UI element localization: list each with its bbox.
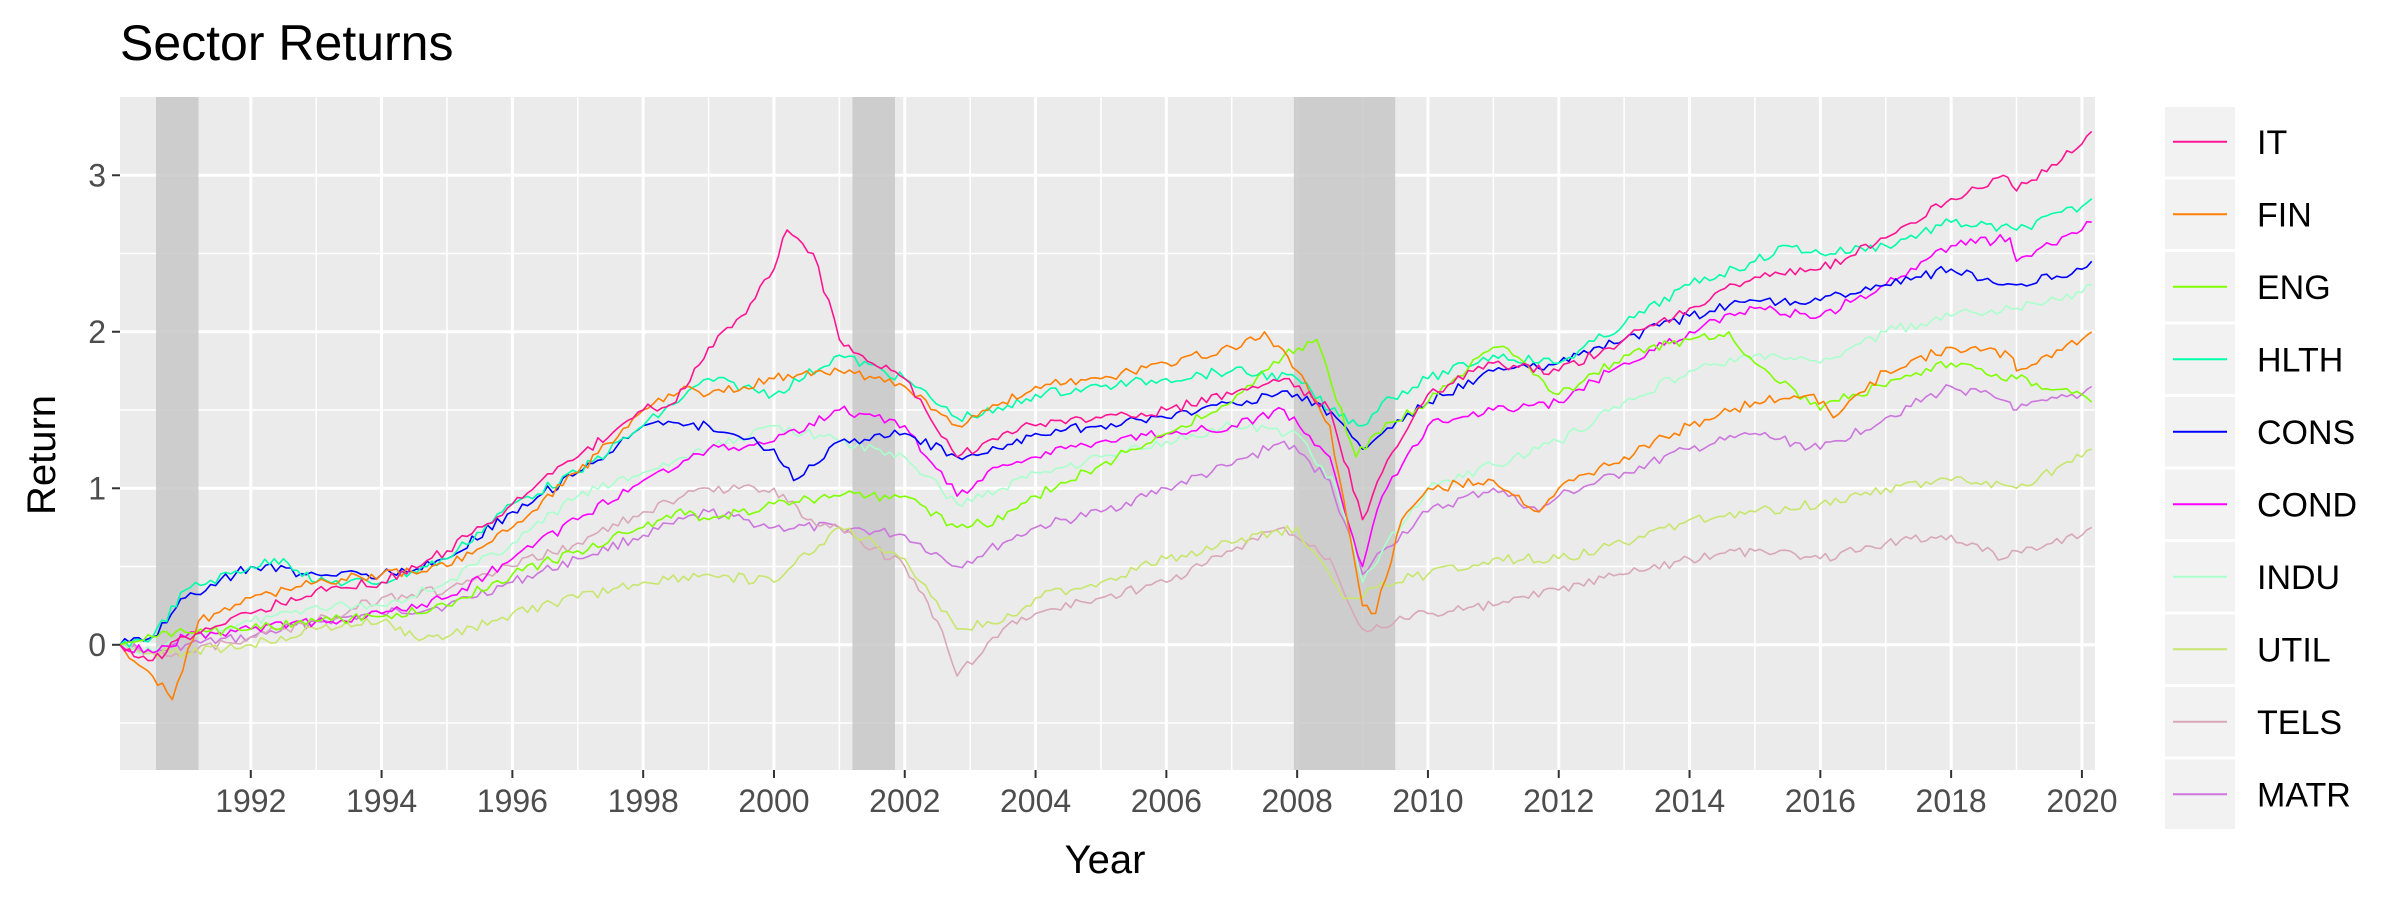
recession-band — [852, 97, 895, 770]
x-axis-title: Year — [1065, 838, 1146, 882]
x-tick-label: 2018 — [1916, 783, 1987, 819]
series-line-matr — [119, 384, 2093, 656]
series-line-fin — [119, 331, 2093, 701]
y-tick-label: 1 — [88, 470, 106, 506]
series-line-indu — [119, 284, 2092, 655]
x-tick-label: 2010 — [1392, 783, 1463, 819]
legend: IT FIN ENG HLTH CONS COND INDU UTIL TELS MATR — [2165, 107, 2357, 829]
y-tick-label: 3 — [88, 157, 106, 193]
x-tick-label: 2020 — [2046, 783, 2117, 819]
legend-label-cond: COND — [2257, 486, 2357, 524]
legend-label-cons: CONS — [2257, 414, 2355, 452]
legend-label-fin: FIN — [2257, 196, 2312, 234]
legend-label-eng: ENG — [2257, 269, 2331, 307]
x-tick-label: 2016 — [1785, 783, 1856, 819]
x-tick-label: 1994 — [346, 783, 417, 819]
recession-band — [155, 97, 199, 770]
series-line-util — [119, 448, 2092, 659]
series-line-eng — [119, 331, 2093, 646]
series-line-cond — [119, 220, 2092, 654]
y-tick-label: 2 — [88, 314, 106, 350]
legend-label-it: IT — [2257, 124, 2287, 162]
chart-title: Sector Returns — [120, 15, 453, 71]
x-tick-label: 1998 — [608, 783, 679, 819]
legend-label-tels: TELS — [2257, 704, 2342, 742]
series-line-tels — [119, 484, 2093, 677]
y-axis-title: Return — [20, 395, 64, 515]
x-tick-label: 1992 — [215, 783, 286, 819]
x-tick-label: 2012 — [1523, 783, 1594, 819]
x-tick-label: 1996 — [477, 783, 548, 819]
x-tick-label: 2002 — [869, 783, 940, 819]
plot-area: 1992 1994 1996 1998 2000 2002 2004 2006 2008 2010… — [88, 97, 2118, 819]
series-line-it — [119, 130, 2093, 662]
x-tick-label: 2006 — [1131, 783, 1202, 819]
x-tick-label: 2000 — [738, 783, 809, 819]
x-tick-label: 2008 — [1262, 783, 1333, 819]
x-tick-label: 2004 — [1000, 783, 1071, 819]
legend-label-util: UTIL — [2257, 631, 2331, 669]
legend-label-matr: MATR — [2257, 776, 2351, 814]
x-tick-label: 2014 — [1654, 783, 1725, 819]
legend-label-indu: INDU — [2257, 559, 2340, 597]
plot-background — [120, 97, 2095, 770]
y-tick-label: 0 — [88, 627, 106, 663]
legend-label-hlth: HLTH — [2257, 341, 2343, 379]
